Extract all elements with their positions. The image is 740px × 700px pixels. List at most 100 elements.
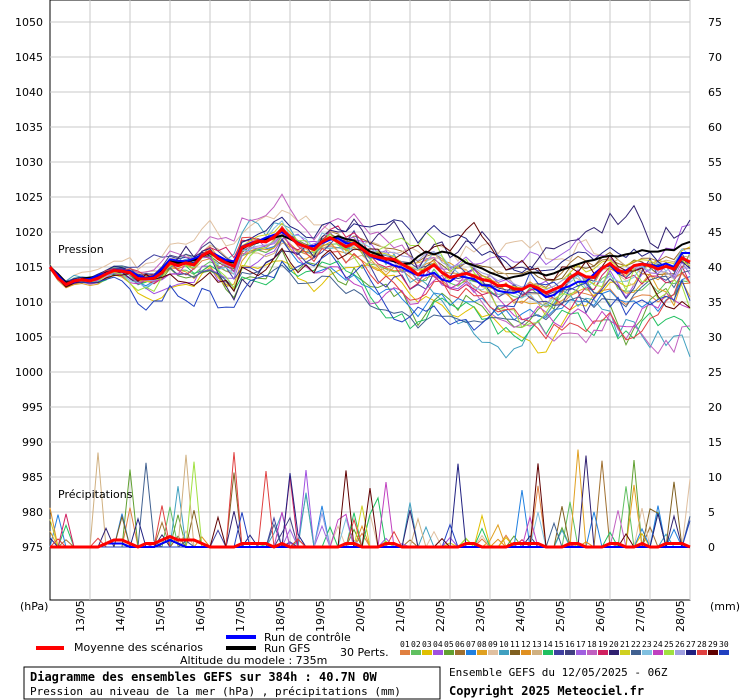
pert-swatch: [642, 650, 652, 655]
pert-swatch: [444, 650, 454, 655]
left-tick-label: 1030: [15, 156, 43, 169]
x-tick-label: 17/05: [234, 600, 247, 632]
pert-number: 10: [499, 640, 509, 649]
pert-swatch: [719, 650, 729, 655]
right-tick-label: 70: [708, 51, 722, 64]
right-tick-label: 0: [708, 541, 715, 554]
pert-swatch: [631, 650, 641, 655]
pert-swatch: [620, 650, 630, 655]
main-lines: [48, 227, 691, 549]
pert-number: 30: [719, 640, 729, 649]
x-tick-label: 22/05: [434, 600, 447, 632]
pert-swatch: [587, 650, 597, 655]
right-tick-label: 65: [708, 86, 722, 99]
left-tick-label: 990: [22, 436, 43, 449]
pert-number: 07: [466, 640, 476, 649]
pert-number: 01: [400, 640, 410, 649]
pert-swatch: [455, 650, 465, 655]
pressure-annotation: Pression: [58, 243, 104, 256]
pert-number: 09: [488, 640, 498, 649]
pert-swatch: [686, 650, 696, 655]
x-tick-label: 24/05: [514, 600, 527, 632]
left-tick-label: 1025: [15, 191, 43, 204]
pert-swatch: [433, 650, 443, 655]
right-tick-label: 30: [708, 331, 722, 344]
left-axis-ticks: 1050 1045 1040 1035 1030 1025 1020 1015 1010 1005…: [15, 16, 43, 554]
right-tick-label: 15: [708, 436, 722, 449]
left-tick-label: 1000: [15, 366, 43, 379]
pert-number: 14: [543, 640, 553, 649]
right-tick-label: 45: [708, 226, 722, 239]
x-axis-ticks: 13/05 14/05 15/05 16/05 17/05 18/05 19/05 20/05…: [74, 600, 687, 632]
right-tick-label: 40: [708, 261, 722, 274]
pert-swatch: [499, 650, 509, 655]
legend-gfs-label: Run GFS: [264, 642, 310, 655]
left-tick-label: 1040: [15, 86, 43, 99]
left-tick-label: 975: [22, 541, 43, 554]
left-tick-label: 985: [22, 471, 43, 484]
legend-perts-label: 30 Perts.: [340, 646, 389, 659]
pert-swatch: [653, 650, 663, 655]
footer-subtitle: Pression au niveau de la mer (hPa) , pré…: [30, 685, 401, 698]
legend-control-label: Run de contrôle: [264, 631, 351, 644]
footer-run-info: Ensemble GEFS du 12/05/2025 - 06Z: [449, 666, 668, 679]
pert-number: 05: [444, 640, 454, 649]
right-tick-label: 20: [708, 401, 722, 414]
pert-number: 02: [411, 640, 421, 649]
left-tick-label: 1035: [15, 121, 43, 134]
right-tick-label: 10: [708, 471, 722, 484]
perturbation-pressure-line: [49, 221, 691, 310]
footer-box: [23, 666, 441, 700]
pert-number: 11: [510, 640, 520, 649]
pert-swatch: [521, 650, 531, 655]
right-tick-label: 35: [708, 296, 722, 309]
pert-swatch: [708, 650, 718, 655]
pert-number: 17: [576, 640, 586, 649]
x-tick-label: 18/05: [274, 600, 287, 632]
x-tick-label: 27/05: [634, 600, 647, 632]
x-tick-label: 28/05: [674, 600, 687, 632]
pert-number: 26: [675, 640, 685, 649]
legend-mean-label: Moyenne des scénarios: [74, 641, 203, 654]
pert-swatch: [565, 650, 575, 655]
pert-number: 06: [455, 640, 465, 649]
left-tick-label: 1015: [15, 261, 43, 274]
pert-number: 13: [532, 640, 542, 649]
pert-swatch: [422, 650, 432, 655]
right-tick-label: 5: [708, 506, 715, 519]
right-tick-label: 25: [708, 366, 722, 379]
left-tick-label: 1005: [15, 331, 43, 344]
x-tick-label: 16/05: [194, 600, 207, 632]
footer-copyright: Copyright 2025 Meteociel.fr: [449, 684, 644, 698]
pert-number: 24: [653, 640, 663, 649]
left-tick-label: 980: [22, 506, 43, 519]
perturbation-pressure-line: [49, 193, 691, 355]
pert-number: 29: [708, 640, 718, 649]
pert-swatch: [598, 650, 608, 655]
series-pressure-line: [48, 227, 691, 295]
x-tick-label: 15/05: [154, 600, 167, 632]
pert-number: 16: [565, 640, 575, 649]
right-tick-label: 60: [708, 121, 722, 134]
x-tick-label: 21/05: [394, 600, 407, 632]
pert-swatch: [477, 650, 487, 655]
left-tick-label: 995: [22, 401, 43, 414]
pert-number: 08: [477, 640, 487, 649]
pert-swatch: [554, 650, 564, 655]
left-axis-label: (hPa): [20, 600, 48, 613]
pert-number: 27: [686, 640, 696, 649]
pert-swatch: [400, 650, 410, 655]
x-tick-label: 13/05: [74, 600, 87, 632]
pert-swatch: [697, 650, 707, 655]
pert-swatch: [488, 650, 498, 655]
x-tick-label: 14/05: [114, 600, 127, 632]
pert-swatch: [609, 650, 619, 655]
pert-number: 22: [631, 640, 641, 649]
right-tick-label: 50: [708, 191, 722, 204]
pert-swatch: [576, 650, 586, 655]
pert-number: 20: [609, 640, 619, 649]
x-tick-label: 19/05: [314, 600, 327, 632]
pert-number: 12: [521, 640, 531, 649]
